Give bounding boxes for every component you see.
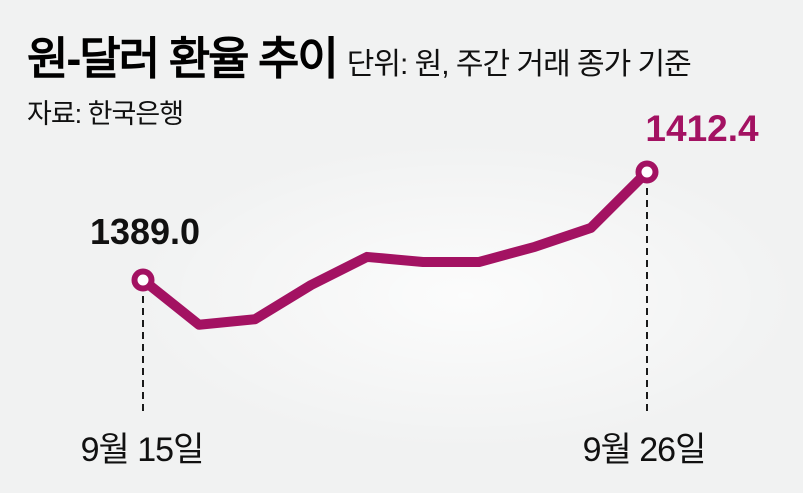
start-value-label: 1389.0: [89, 211, 201, 252]
x-axis-label-end: 9월 26일: [582, 431, 707, 469]
chart-header: 원-달러 환율 추이 단위: 원, 주간 거래 종가 기준: [27, 22, 692, 87]
x-axis-label-start: 9월 15일: [80, 431, 205, 469]
chart-title: 원-달러 환율 추이: [27, 33, 339, 84]
start-point-marker: [131, 268, 155, 292]
chart-source-note: 자료: 한국은행: [27, 99, 184, 129]
end-point-marker: [635, 160, 659, 184]
exchange-rate-line: [138, 167, 652, 330]
end-value-label: 1412.4: [645, 108, 759, 149]
chart-unit-note: 단위: 원, 주간 거래 종가 기준: [346, 48, 692, 81]
